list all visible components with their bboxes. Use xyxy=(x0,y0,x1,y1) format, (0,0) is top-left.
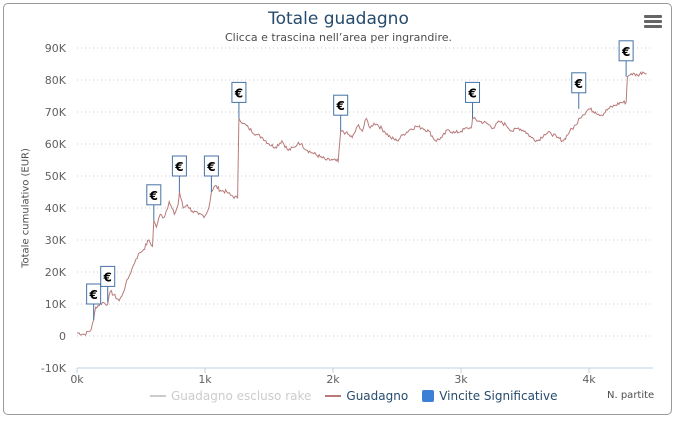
x-tick-label: 3k xyxy=(454,373,468,386)
y-tick-label: 30K xyxy=(45,234,67,247)
flag-marker xyxy=(86,283,102,305)
flag-label: € xyxy=(336,99,345,113)
legend-label-vincite: Vincite Significative xyxy=(439,389,558,403)
x-axis-title: N. partite xyxy=(607,390,655,401)
y-axis-title: Totale cumulativo (EUR) xyxy=(20,148,32,268)
x-tick-label: 0k xyxy=(70,373,84,386)
flag-marker xyxy=(618,40,634,62)
chart-container xyxy=(3,3,672,415)
legend-line-guadagno xyxy=(325,395,342,397)
flag-label: € xyxy=(234,86,243,100)
flag-label: € xyxy=(88,288,97,302)
x-tick-label: 4k xyxy=(582,373,596,386)
flag-label: € xyxy=(621,45,630,59)
flag-marker xyxy=(465,81,481,103)
legend-item-vincite[interactable]: Vincite Significative xyxy=(422,389,557,403)
flag-label: € xyxy=(467,86,476,100)
series-line-guadagno xyxy=(76,71,647,337)
flag-marker xyxy=(333,94,349,116)
flag-label: € xyxy=(174,160,183,174)
flag-marker xyxy=(146,184,162,206)
legend-label-excluded: Guadagno escluso rake xyxy=(171,389,312,403)
flag-label: € xyxy=(206,160,215,174)
y-tick-label: -10K xyxy=(41,362,67,375)
chart-subtitle: Clicca e trascina nell’area per ingrandi… xyxy=(225,31,452,44)
y-tick-label: 60K xyxy=(45,138,67,151)
legend-line-excluded xyxy=(150,395,166,397)
chart-title: Totale guadagno xyxy=(268,9,409,29)
legend-box-vincite xyxy=(422,390,435,402)
y-tick-label: 50K xyxy=(45,170,67,183)
y-tick-label: 40K xyxy=(45,202,67,215)
legend-item-guadagno[interactable]: Guadagno xyxy=(325,389,408,403)
legend: Guadagno escluso rake Guadagno Vincite S… xyxy=(150,389,557,403)
y-tick-label: 80K xyxy=(45,74,67,87)
hamburger-menu-icon[interactable] xyxy=(644,15,662,29)
x-tick-label: 2k xyxy=(326,373,340,386)
legend-item-excluded[interactable]: Guadagno escluso rake xyxy=(150,389,311,403)
flag-marker xyxy=(100,265,116,287)
y-tick-label: 90K xyxy=(45,42,67,55)
y-tick-label: 70K xyxy=(45,106,67,119)
flag-marker xyxy=(171,155,187,177)
flag-label: € xyxy=(103,270,112,284)
flag-label: € xyxy=(574,77,583,91)
y-tick-label: 0 xyxy=(59,330,66,343)
flag-marker xyxy=(203,155,219,177)
flag-marker xyxy=(571,72,587,94)
legend-label-guadagno: Guadagno xyxy=(346,389,409,403)
flag-label: € xyxy=(149,189,158,203)
y-tick-label: 10K xyxy=(45,298,67,311)
x-tick-label: 1k xyxy=(198,373,212,386)
flag-marker xyxy=(231,81,247,103)
y-tick-label: 20K xyxy=(45,266,67,279)
